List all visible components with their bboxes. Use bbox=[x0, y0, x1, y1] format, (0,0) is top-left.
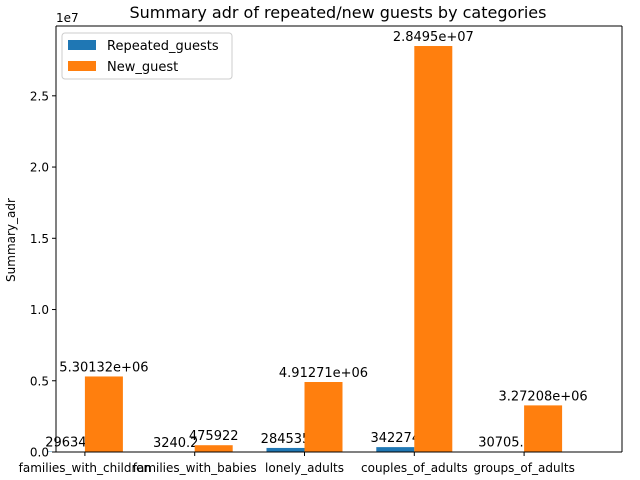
bar-value-label: 3.27208e+06 bbox=[498, 389, 587, 404]
bar-new-guest-groups-of-adults bbox=[524, 405, 563, 452]
y-axis-label: Summary_adr bbox=[4, 198, 18, 282]
legend-swatch-repeated-guests bbox=[68, 40, 96, 50]
bar-value-label: 29634 bbox=[45, 436, 86, 451]
bar-value-label: 342274 bbox=[370, 431, 420, 446]
x-tick-label: couples_of_adults bbox=[361, 461, 468, 475]
y-tick-label: 1.5 bbox=[30, 232, 49, 246]
x-tick-label: families_with_babies bbox=[133, 461, 257, 475]
y-tick-label: 0.5 bbox=[30, 374, 49, 388]
bar-value-label: 3240.2 bbox=[153, 436, 199, 451]
bar-value-label: 30705.2 bbox=[478, 436, 532, 451]
bar-new-guest-couples-of-adults bbox=[414, 46, 453, 452]
legend-label: New_guest bbox=[107, 60, 178, 75]
y-tick-label: 2.0 bbox=[30, 161, 49, 175]
bar-new-guest-lonely-adults bbox=[304, 382, 343, 452]
x-tick-label: families_with_children bbox=[19, 461, 152, 475]
y-axis-offset-label: 1e7 bbox=[56, 11, 79, 25]
legend-swatch-new-guest bbox=[68, 61, 96, 71]
bar-value-label: 2.8495e+07 bbox=[393, 30, 474, 45]
legend-box bbox=[61, 32, 233, 80]
bar-value-label: 5.30132e+06 bbox=[59, 360, 148, 375]
bar-value-label: 4.91271e+06 bbox=[279, 366, 368, 381]
chart-title: Summary adr of repeated/new guests by ca… bbox=[130, 3, 547, 22]
legend-label: Repeated_guests bbox=[107, 39, 219, 54]
bar-value-label: 475922 bbox=[189, 429, 239, 444]
bar-new-guest-families-with-babies bbox=[194, 445, 233, 452]
y-tick-label: 2.5 bbox=[30, 89, 49, 103]
x-tick-label: lonely_adults bbox=[265, 461, 344, 475]
y-tick-label: 0.0 bbox=[30, 446, 49, 460]
bar-value-label: 284535 bbox=[261, 432, 311, 447]
bar-repeated-guests-lonely-adults bbox=[266, 447, 305, 452]
x-tick-label: groups_of_adults bbox=[473, 461, 575, 475]
bar-new-guest-families-with-children bbox=[84, 376, 123, 452]
bar-repeated-guests-couples-of-adults bbox=[376, 447, 415, 452]
y-tick-label: 1.0 bbox=[30, 303, 49, 317]
